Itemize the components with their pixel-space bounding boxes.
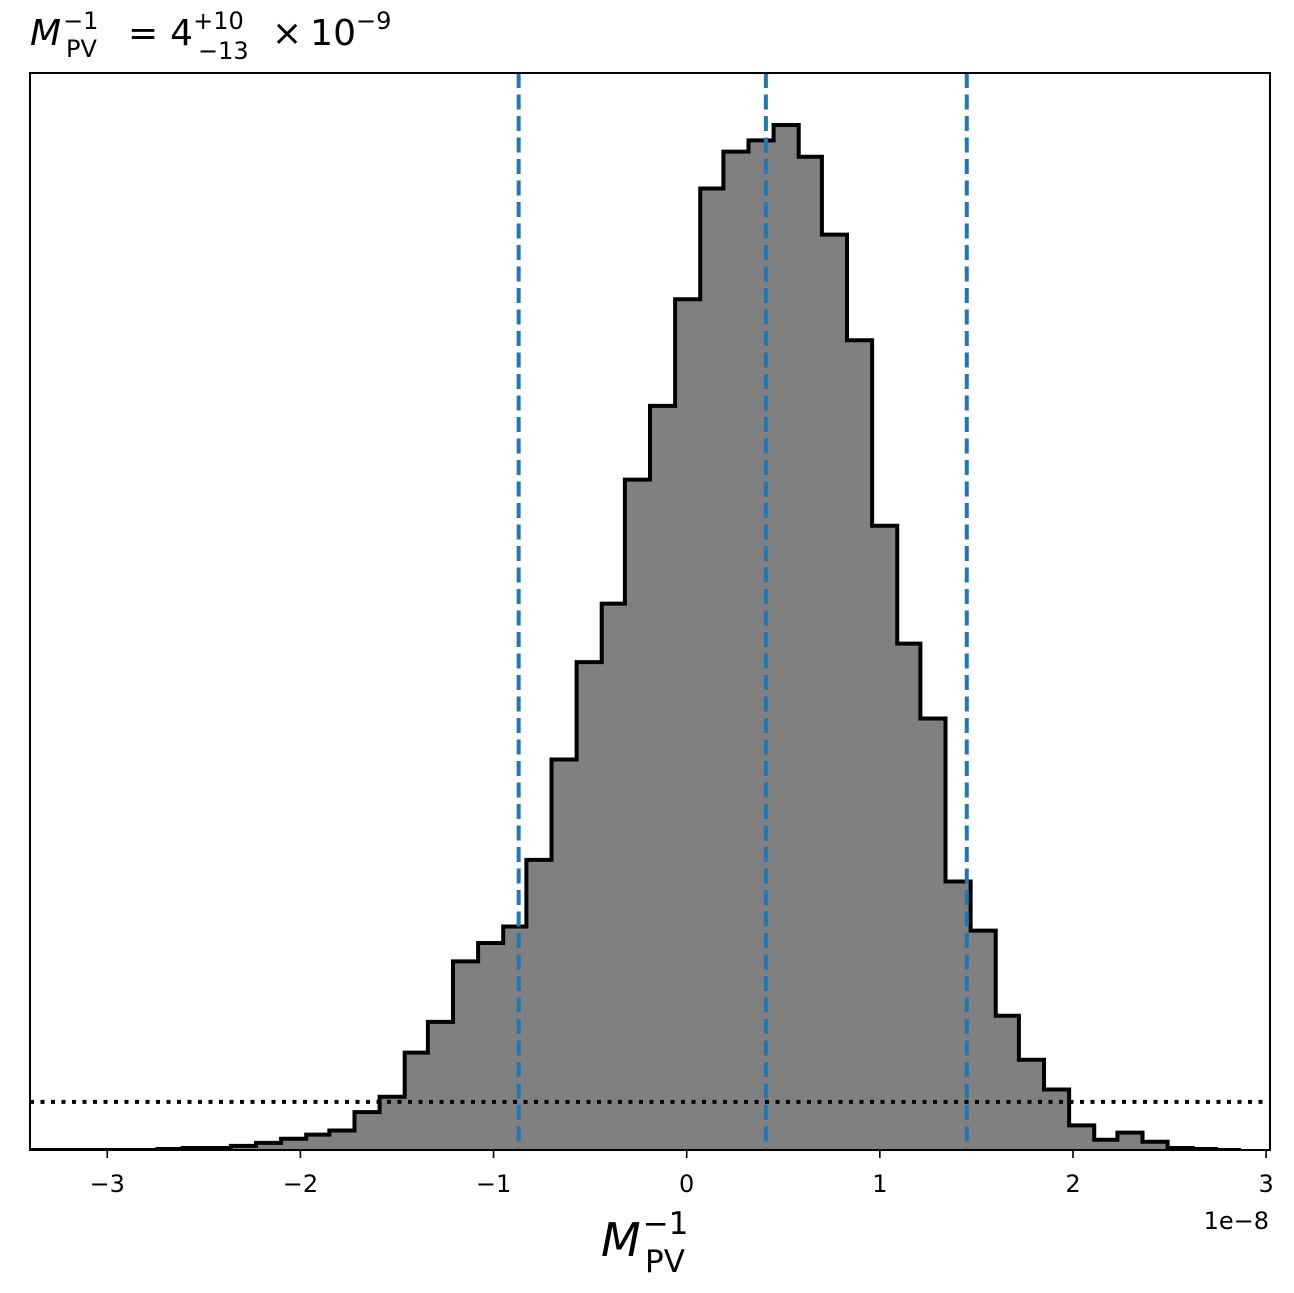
- histogram-bar: [354, 1112, 380, 1150]
- histogram-bar: [1044, 1089, 1070, 1150]
- x-tick-label: −1: [476, 1170, 511, 1198]
- x-offset-label: 1e−8: [1204, 1207, 1269, 1235]
- histogram-bar: [700, 188, 724, 1151]
- x-tick-label: 2: [1065, 1170, 1080, 1198]
- histogram-bar: [601, 603, 626, 1150]
- histogram-bar: [872, 525, 898, 1150]
- histogram-bar: [920, 718, 946, 1150]
- histogram-bar: [404, 1052, 429, 1151]
- x-tick-label: −3: [90, 1170, 125, 1198]
- title-base: 10: [310, 13, 356, 54]
- histogram-bar: [1069, 1125, 1095, 1150]
- x-tick-label: 1: [872, 1170, 887, 1198]
- x-axis: −3 −2 −1 0 1 2 3: [90, 1150, 1274, 1198]
- histogram-bar: [1117, 1132, 1143, 1150]
- histogram-bar: [230, 1145, 257, 1150]
- histogram-bar: [306, 1134, 330, 1151]
- histogram-bar: [503, 926, 527, 1150]
- title-value: 4: [170, 13, 193, 54]
- histogram-bar: [551, 759, 578, 1150]
- histogram-bar: [526, 859, 552, 1150]
- title-err-minus: −13: [198, 37, 249, 65]
- x-tick-label: −2: [283, 1170, 318, 1198]
- histogram-bar: [452, 961, 479, 1150]
- histogram-bar: [624, 479, 651, 1150]
- histogram-bar: [1018, 1059, 1045, 1150]
- x-tick-label: 0: [679, 1170, 694, 1198]
- histogram-outline: [30, 123, 1242, 1150]
- histogram-bar: [847, 340, 873, 1150]
- x-axis-label: M−1 PV: [601, 1206, 688, 1280]
- histogram-bar: [723, 151, 749, 1150]
- histogram-bar: [427, 1021, 454, 1151]
- histogram-bar: [329, 1130, 355, 1150]
- xlabel-subscript: PV: [645, 1244, 685, 1280]
- histogram-bar: [675, 299, 701, 1150]
- histogram-bar: [255, 1142, 282, 1150]
- histogram-bar: [281, 1138, 307, 1150]
- histogram-bar: [478, 942, 504, 1150]
- histogram-bar: [773, 125, 800, 1150]
- title-times: ×: [272, 13, 302, 54]
- histogram-bar: [748, 140, 775, 1151]
- histogram-bar: [970, 930, 997, 1150]
- histogram-bar: [576, 662, 603, 1150]
- title-err-plus: +10: [193, 7, 244, 35]
- xlabel-symbol: M: [601, 1213, 641, 1267]
- histogram-bar: [379, 1096, 406, 1150]
- histogram-bar: [1094, 1139, 1118, 1150]
- histogram-bar: [897, 643, 921, 1150]
- histogram-bar: [995, 1015, 1020, 1150]
- histogram-bar: [821, 234, 848, 1151]
- title-symbol: M: [30, 13, 61, 54]
- title-superscript: −1: [63, 7, 98, 35]
- title-subscript: PV: [66, 35, 97, 63]
- title-exponent: −9: [356, 7, 391, 35]
- x-tick-label: 3: [1258, 1170, 1273, 1198]
- title-equals: =: [128, 13, 158, 54]
- chart-title: M−1 PV = 4+10 −13 × 10−9: [30, 7, 391, 65]
- xlabel-superscript: −1: [643, 1206, 689, 1242]
- plot-area: [30, 73, 1270, 1151]
- histogram-bar: [650, 405, 676, 1151]
- histogram-bar: [798, 156, 823, 1150]
- axes-frame: [29, 72, 1271, 1151]
- histogram-bar: [1142, 1141, 1169, 1150]
